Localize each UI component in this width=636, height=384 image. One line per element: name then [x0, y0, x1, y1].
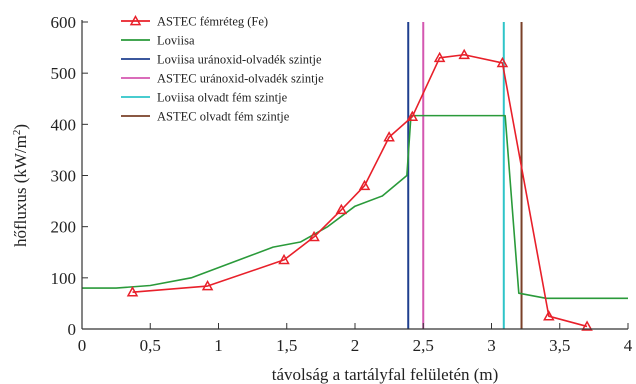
data-point-astec — [406, 110, 419, 122]
legend-label-loviisa: Loviisa — [157, 34, 195, 48]
x-tick-label: 3 — [487, 336, 496, 355]
y-tick-label: 100 — [51, 269, 77, 288]
data-point-astec — [496, 56, 509, 68]
y-tick-label: 0 — [68, 320, 77, 339]
data-point-astec — [581, 320, 593, 331]
legend-marker-astec-femreteg-fe — [129, 14, 142, 26]
x-axis-label: távolság a tartályfal felületén (m) — [272, 365, 499, 384]
data-point-astec — [458, 48, 470, 60]
legend: ASTEC fémréteg (Fe) Loviisa Loviisa uránox… — [121, 15, 324, 124]
y-tick-label: 600 — [51, 13, 77, 32]
legend-label-astec-femreteg-fe: ASTEC fémréteg (Fe) — [157, 15, 268, 29]
data-point-astec — [201, 279, 214, 291]
data-point-astec — [358, 179, 371, 191]
data-point-astec — [543, 310, 555, 321]
x-tick-label: 2 — [351, 336, 360, 355]
data-point-astec — [278, 253, 290, 265]
plot-area — [82, 22, 628, 331]
y-tick-label: 400 — [51, 115, 77, 134]
y-tick-label: 300 — [51, 167, 77, 186]
data-point-astec — [433, 51, 446, 63]
data-point-astec — [335, 203, 348, 215]
legend-label-loviisa-olvadt-fem-szintje: Loviisa olvadt fém szintje — [157, 91, 288, 105]
y-axis-label-close: ) — [11, 124, 30, 130]
data-point-astec — [383, 131, 395, 142]
data-point-astec — [308, 230, 320, 242]
legend-label-loviisa-uranoxid-olvadek-szintje: Loviisa uránoxid-olvadék szintje — [157, 53, 322, 67]
x-tick-label: 0,5 — [140, 336, 161, 355]
legend-label-astec-uranoxid-olvadek-szintje: ASTEC uránoxid-olvadék szintje — [157, 72, 324, 86]
x-tick-label: 3,5 — [549, 336, 570, 355]
x-tick-label: 2,5 — [413, 336, 434, 355]
tick-labels: 0 0,5 1 1,5 2 2,5 3 3,5 4 0 100 200 300 400 500 600 — [51, 13, 633, 355]
legend-label-astec-olvadt-fem-szintje: ASTEC olvadt fém szintje — [157, 110, 290, 124]
y-tick-label: 200 — [51, 218, 77, 237]
y-tick-label: 500 — [51, 64, 77, 83]
x-tick-label: 4 — [624, 336, 633, 355]
x-tick-label: 1,5 — [276, 336, 297, 355]
axes — [81, 20, 629, 330]
series-line-astec-femreteg — [132, 53, 588, 328]
x-tick-label: 0 — [78, 336, 87, 355]
y-axis-label-main: hőfluxus (kW/m — [11, 135, 30, 247]
series-line-loviisa — [82, 114, 628, 300]
data-point-astec — [126, 286, 139, 297]
y-axis-label: hőfluxus (kW/m2) — [11, 124, 30, 247]
y-axis-label-superscript: 2 — [11, 130, 23, 136]
x-tick-label: 1 — [214, 336, 223, 355]
